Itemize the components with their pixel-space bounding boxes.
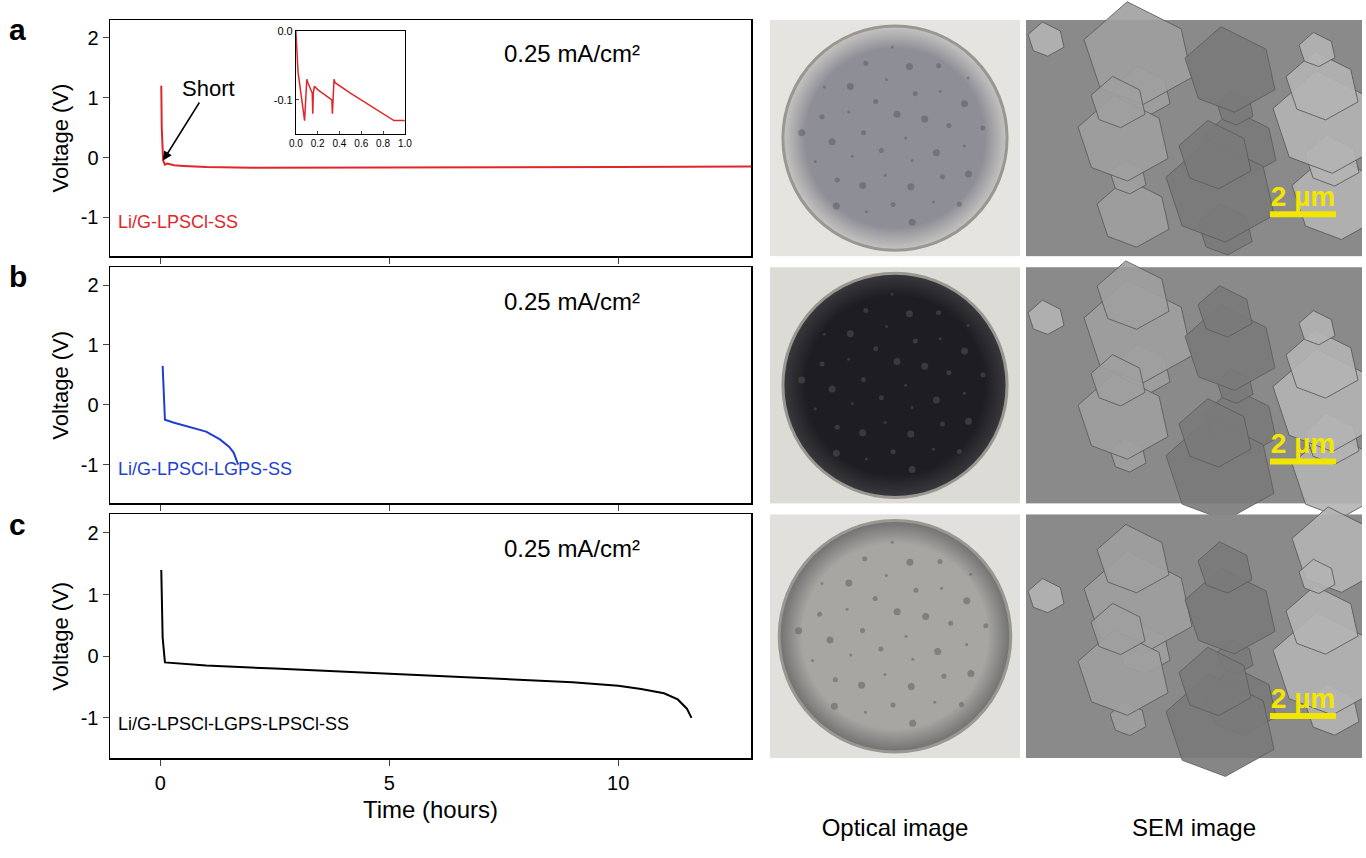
svg-text:Optical image: Optical image	[822, 814, 969, 841]
svg-text:Voltage (V): Voltage (V)	[48, 84, 73, 193]
svg-text:SEM image: SEM image	[1132, 814, 1256, 841]
svg-text:Li/G-LPSCl-SS: Li/G-LPSCl-SS	[118, 212, 238, 232]
svg-text:0: 0	[87, 645, 98, 667]
svg-text:1.0: 1.0	[398, 138, 412, 149]
svg-text:a: a	[9, 13, 26, 46]
svg-text:-1: -1	[81, 206, 99, 228]
svg-text:2 µm: 2 µm	[1271, 181, 1335, 212]
svg-text:1: 1	[87, 87, 98, 109]
svg-text:2: 2	[87, 274, 98, 296]
svg-text:0.25 mA/cm²: 0.25 mA/cm²	[504, 40, 640, 67]
svg-text:b: b	[9, 260, 27, 293]
svg-text:Li/G-LPSCl-LGPS-LPSCl-SS: Li/G-LPSCl-LGPS-LPSCl-SS	[118, 714, 349, 734]
svg-text:2 µm: 2 µm	[1271, 428, 1335, 459]
svg-text:0.0: 0.0	[277, 25, 292, 37]
svg-text:-0.1: -0.1	[274, 94, 293, 106]
svg-text:0.8: 0.8	[376, 138, 390, 149]
svg-text:Voltage (V): Voltage (V)	[48, 582, 73, 691]
svg-text:c: c	[9, 508, 26, 541]
svg-text:0: 0	[155, 772, 166, 794]
svg-text:1: 1	[87, 334, 98, 356]
svg-text:2: 2	[87, 522, 98, 544]
svg-text:2: 2	[87, 27, 98, 49]
svg-text:0.0: 0.0	[289, 138, 303, 149]
svg-text:Time (hours): Time (hours)	[363, 796, 498, 823]
svg-text:0: 0	[87, 394, 98, 416]
svg-text:0.4: 0.4	[333, 138, 347, 149]
svg-text:10: 10	[607, 772, 629, 794]
svg-text:-1: -1	[81, 454, 99, 476]
svg-text:Voltage (V): Voltage (V)	[48, 331, 73, 440]
svg-text:2 µm: 2 µm	[1271, 683, 1335, 714]
svg-text:-1: -1	[81, 707, 99, 729]
svg-text:5: 5	[384, 772, 395, 794]
svg-text:0.2: 0.2	[311, 138, 325, 149]
svg-text:Li/G-LPSCl-LGPS-SS: Li/G-LPSCl-LGPS-SS	[118, 459, 292, 479]
svg-text:0.6: 0.6	[354, 138, 368, 149]
svg-text:0.25 mA/cm²: 0.25 mA/cm²	[504, 288, 640, 315]
svg-text:1: 1	[87, 584, 98, 606]
svg-text:0: 0	[87, 147, 98, 169]
svg-text:0.25 mA/cm²: 0.25 mA/cm²	[504, 535, 640, 562]
svg-text:Short: Short	[182, 76, 235, 101]
